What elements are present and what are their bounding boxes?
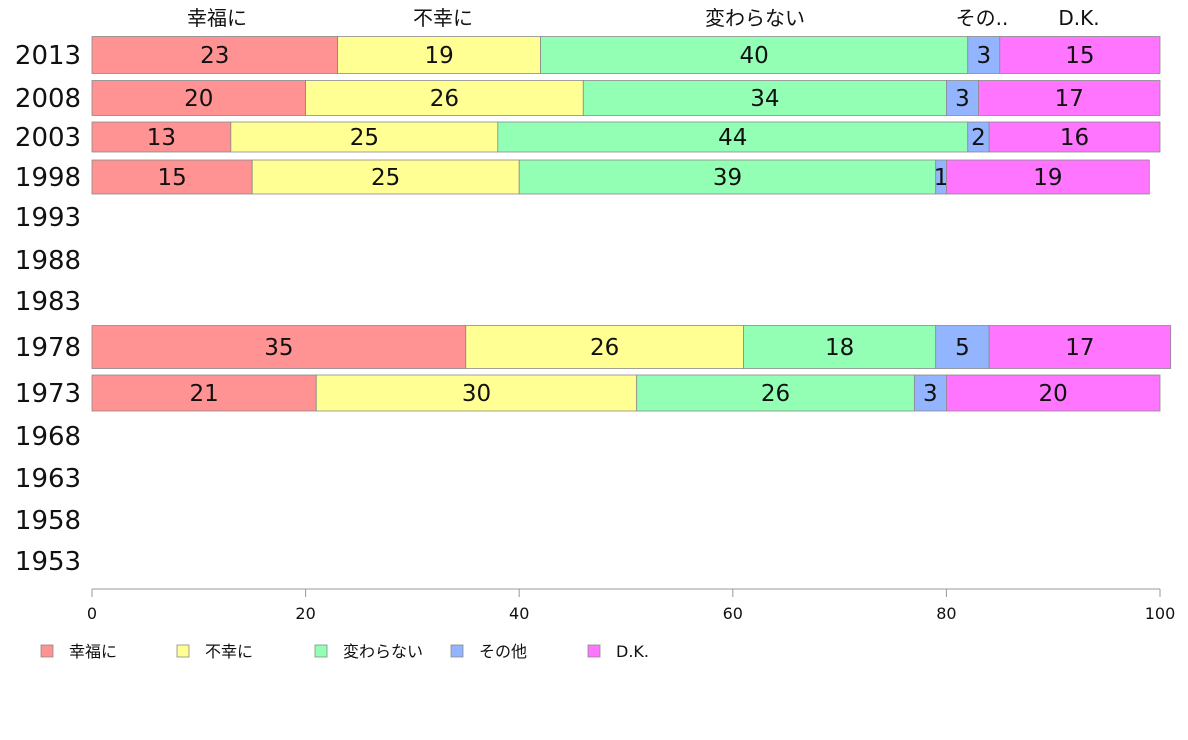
legend-label-1: 不幸に <box>205 642 253 661</box>
data-label-1978-series-4: 17 <box>1065 335 1094 361</box>
data-label-2013-series-4: 15 <box>1065 43 1094 69</box>
bar-2008-series-3 <box>946 80 979 116</box>
year-labels: 2013 2008 2003 1998 1993 1988 1983 1978 1973 1968… <box>15 41 81 577</box>
year-label-2008: 2008 <box>15 84 81 114</box>
bar-2008-series-2 <box>582 80 947 116</box>
x-axis: 0 20 40 60 80 100 <box>87 588 1176 623</box>
bar-2013-series-1 <box>337 36 541 74</box>
bar-1973-series-2 <box>636 374 915 412</box>
data-label-1973-series-1: 30 <box>462 381 491 407</box>
column-label-3: その.. <box>956 6 1009 30</box>
column-label-1: 不幸に <box>413 6 473 30</box>
year-label-1998: 1998 <box>15 163 81 193</box>
bar-2008-series-0 <box>91 80 307 116</box>
data-label-1998-series-4: 19 <box>1033 165 1062 191</box>
data-label-2013-series-0: 23 <box>200 43 229 69</box>
data-label-2008-series-4: 17 <box>1055 86 1084 112</box>
year-label-1993: 1993 <box>15 203 81 233</box>
bar-1973-series-1 <box>315 374 638 412</box>
data-label-2008-series-1: 26 <box>430 86 459 112</box>
legend-label-3: その他 <box>479 642 527 661</box>
bar-1978-series-0 <box>91 325 467 369</box>
data-label-1973-series-0: 21 <box>189 381 218 407</box>
year-label-1963: 1963 <box>15 464 81 494</box>
data-label-1973-series-2: 26 <box>761 381 790 407</box>
legend-swatch-2 <box>314 644 328 658</box>
data-label-2008-series-2: 34 <box>750 86 779 112</box>
data-label-1998-series-0: 15 <box>157 165 186 191</box>
bar-2003-series-2 <box>497 121 969 153</box>
data-label-1973-series-3: 3 <box>923 381 938 407</box>
year-label-1983: 1983 <box>15 287 81 317</box>
legend-label-2: 変わらない <box>343 642 423 661</box>
data-label-2003-series-4: 16 <box>1060 125 1089 151</box>
bar-2003-series-1 <box>230 121 499 153</box>
data-label-2013-series-2: 40 <box>740 43 769 69</box>
data-label-1978-series-1: 26 <box>590 335 619 361</box>
year-label-1973: 1973 <box>15 379 81 409</box>
year-label-2003: 2003 <box>15 123 81 153</box>
data-label-2008-series-0: 20 <box>184 86 213 112</box>
bar-2013-series-4 <box>999 36 1161 74</box>
column-label-2: 変わらない <box>705 6 805 30</box>
column-label-4: D.K. <box>1058 6 1099 30</box>
year-label-1958: 1958 <box>15 506 81 536</box>
x-tick-label-0: 0 <box>87 604 97 623</box>
year-label-1953: 1953 <box>15 547 81 577</box>
bar-2003-series-4 <box>988 121 1161 153</box>
bar-1978-series-3 <box>935 325 990 369</box>
data-label-2003-series-0: 13 <box>147 125 176 151</box>
year-label-1988: 1988 <box>15 246 81 276</box>
legend-label-0: 幸福に <box>69 642 117 661</box>
year-label-1978: 1978 <box>15 333 81 363</box>
bar-1998-series-4 <box>946 159 1150 195</box>
bar-2008-series-4 <box>978 80 1161 116</box>
data-label-1978-series-3: 5 <box>955 335 970 361</box>
column-labels: 幸福に 不幸に 変わらない その.. D.K. <box>187 6 1100 30</box>
data-label-2003-series-2: 44 <box>718 125 747 151</box>
legend-swatch-0 <box>40 644 54 658</box>
bar-2013-series-0 <box>91 36 339 74</box>
data-label-1978-series-2: 18 <box>825 335 854 361</box>
data-label-1973-series-4: 20 <box>1039 381 1068 407</box>
bar-2013-series-2 <box>540 36 969 74</box>
legend-swatch-3 <box>450 644 464 658</box>
bar-2008-series-1 <box>305 80 584 116</box>
data-label-2003-series-3: 2 <box>971 125 986 151</box>
data-label-1998-series-2: 39 <box>713 165 742 191</box>
bar-1998-series-1 <box>251 159 520 195</box>
data-label-1978-series-0: 35 <box>264 335 293 361</box>
x-tick-label-60: 60 <box>723 604 743 623</box>
bar-1978-series-4 <box>988 325 1172 369</box>
legend-swatch-1 <box>176 644 190 658</box>
legend-label-4: D.K. <box>616 642 649 661</box>
data-label-1998-series-3: 1 <box>934 165 949 191</box>
x-tick-label-40: 40 <box>509 604 529 623</box>
x-tick-label-20: 20 <box>295 604 315 623</box>
data-label-2013-series-1: 19 <box>424 43 453 69</box>
year-label-2013: 2013 <box>15 41 81 71</box>
legend-swatch-4 <box>587 644 601 658</box>
bar-1978-series-1 <box>465 325 744 369</box>
bar-1973-series-4 <box>946 374 1161 412</box>
x-tick-label-80: 80 <box>936 604 956 623</box>
column-label-0: 幸福に <box>187 6 247 30</box>
data-label-1998-series-1: 25 <box>371 165 400 191</box>
bar-1978-series-2 <box>743 325 937 369</box>
data-label-2003-series-1: 25 <box>350 125 379 151</box>
bar-1998-series-0 <box>91 159 253 195</box>
data-label-2008-series-3: 3 <box>955 86 970 112</box>
year-label-1968: 1968 <box>15 422 81 452</box>
x-tick-label-100: 100 <box>1145 604 1176 623</box>
bar-1998-series-2 <box>518 159 937 195</box>
legend: 幸福に 不幸に 変わらない その他 D.K. <box>40 642 649 661</box>
data-label-2013-series-3: 3 <box>976 43 991 69</box>
